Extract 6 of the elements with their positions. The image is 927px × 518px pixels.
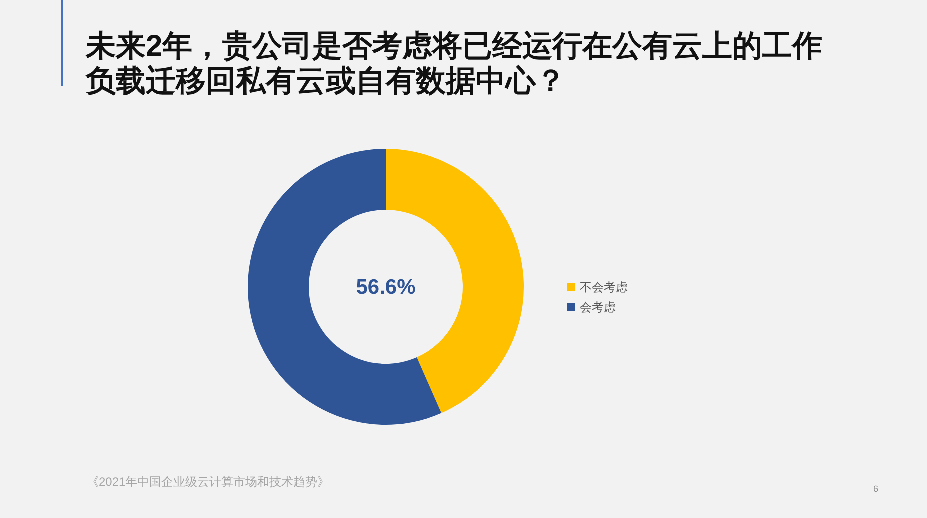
legend-label: 不会考虑 xyxy=(580,280,628,294)
annotation: 《2021年中国企业级云计算市场和技术趋势》 xyxy=(87,475,330,489)
annotation: 6 xyxy=(874,484,878,494)
value-label: 56.6% xyxy=(356,276,416,299)
legend-label: 会考虑 xyxy=(580,300,616,314)
title: 未来2年，贵公司是否考虑将已经运行在公有云上的工作负载迁移回私有云或自有数据中心？ xyxy=(86,29,824,99)
